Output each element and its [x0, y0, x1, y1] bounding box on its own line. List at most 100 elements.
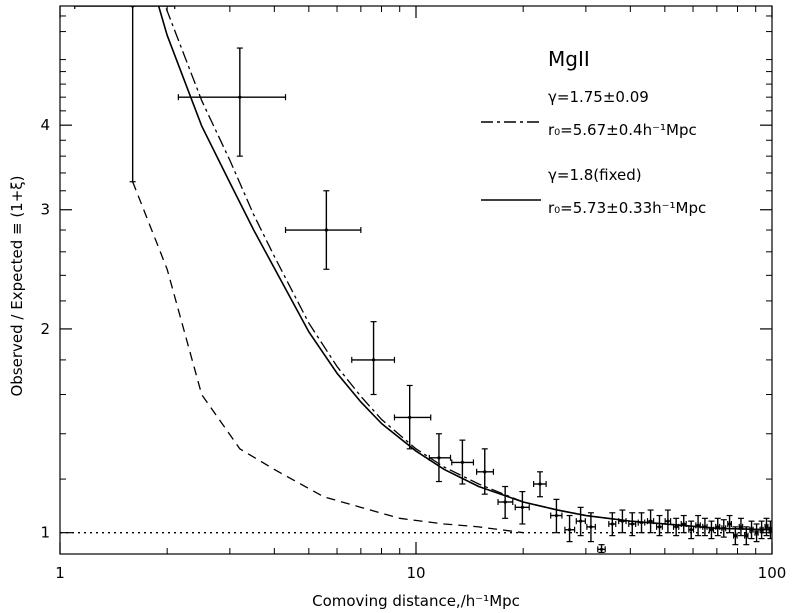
- plot-frame: [59, 5, 773, 555]
- data-point: [720, 519, 727, 538]
- point-marker: [371, 358, 376, 362]
- legend-title: MgII: [548, 47, 590, 71]
- data-point: [714, 517, 721, 537]
- point-marker: [460, 460, 464, 465]
- data-point: [732, 526, 739, 546]
- data-point: [655, 514, 663, 537]
- data-point: [628, 512, 637, 537]
- point-marker: [567, 528, 572, 532]
- data-point: [688, 520, 695, 540]
- data-point: [748, 520, 755, 540]
- point-marker: [739, 525, 743, 529]
- data-point: [637, 512, 646, 534]
- data-point: [177, 47, 287, 157]
- point-marker: [238, 95, 242, 99]
- point-marker: [764, 525, 769, 529]
- data-point: [664, 509, 672, 534]
- data-point: [497, 485, 514, 519]
- point-marker: [610, 522, 614, 526]
- y-tick-label: 2: [40, 320, 50, 338]
- point-marker: [696, 523, 700, 528]
- data-point: [701, 517, 708, 537]
- data-point: [564, 514, 576, 543]
- x-tick-label: 10: [406, 564, 425, 582]
- point-marker: [639, 520, 644, 525]
- data-point: [451, 439, 475, 485]
- x-axis-title: Comoving distance,/h⁻¹Mpc: [312, 592, 520, 610]
- data-point: [284, 190, 362, 270]
- point-marker: [589, 525, 593, 529]
- data-point: [74, 6, 176, 183]
- data-point: [743, 526, 750, 546]
- point-marker: [599, 547, 604, 551]
- point-marker: [709, 528, 714, 532]
- axis-ticks: 1 10 100 1 2 3 4: [40, 6, 786, 582]
- point-marker: [682, 522, 686, 526]
- data-point: [753, 523, 760, 543]
- data-point: [533, 471, 547, 498]
- point-marker: [703, 525, 707, 529]
- data-point: [646, 509, 655, 534]
- point-marker: [733, 534, 737, 538]
- point-marker: [744, 534, 748, 538]
- data-point: [597, 544, 606, 554]
- point-marker: [768, 528, 772, 532]
- data-point: [550, 498, 563, 534]
- x-tick-label: 1: [55, 564, 65, 582]
- series-dash-dot-line: [164, 6, 772, 531]
- series-dashed-line: [132, 181, 524, 534]
- data-points: [74, 6, 772, 554]
- data-point: [608, 512, 617, 537]
- data-point: [737, 517, 744, 537]
- point-marker: [579, 519, 583, 523]
- point-marker: [716, 525, 720, 529]
- point-marker: [554, 513, 559, 518]
- model-curves: [60, 6, 772, 534]
- legend: MgII γ=1.75±0.09 r₀=5.67±0.4h⁻¹Mpc γ=1.8…: [481, 47, 706, 217]
- point-marker: [754, 531, 759, 535]
- legend-entry-1-line2: r₀=5.67±0.4h⁻¹Mpc: [548, 121, 697, 139]
- series-solid-line: [157, 6, 772, 531]
- data-point: [763, 517, 770, 537]
- point-marker: [674, 525, 678, 529]
- data-point: [758, 520, 765, 540]
- legend-entry-1-line1: γ=1.75±0.09: [548, 88, 649, 106]
- data-point: [575, 506, 586, 537]
- y-axis-title: Observed / Expected ≡ (1+ξ): [8, 175, 26, 396]
- point-marker: [483, 470, 487, 474]
- data-point: [695, 514, 702, 537]
- y-tick-label: 4: [40, 116, 50, 134]
- data-point: [618, 509, 627, 534]
- data-point: [586, 512, 596, 543]
- legend-entry-2-line2: r₀=5.73±0.33h⁻¹Mpc: [548, 199, 706, 217]
- point-marker: [620, 519, 625, 523]
- point-marker: [408, 415, 412, 420]
- point-marker: [749, 528, 754, 532]
- legend-entry-2-line1: γ=1.8(fixed): [548, 166, 642, 184]
- point-marker: [503, 500, 507, 504]
- data-point: [514, 490, 530, 525]
- data-point: [476, 448, 495, 495]
- point-marker: [760, 528, 764, 532]
- data-point: [351, 321, 396, 396]
- point-marker: [722, 526, 726, 530]
- point-marker: [666, 519, 670, 523]
- data-point: [708, 520, 715, 540]
- y-tick-label: 3: [40, 201, 50, 219]
- data-point: [428, 433, 452, 483]
- y-tick-label: 1: [40, 524, 50, 542]
- data-point: [672, 517, 680, 537]
- data-point: [726, 514, 733, 534]
- point-marker: [324, 228, 328, 232]
- data-point: [393, 384, 432, 450]
- point-marker: [538, 482, 542, 486]
- point-marker: [657, 525, 662, 529]
- point-marker: [630, 522, 634, 526]
- point-marker: [648, 519, 653, 523]
- point-marker: [437, 456, 441, 460]
- x-tick-label: 100: [758, 564, 787, 582]
- data-point: [680, 514, 687, 534]
- point-marker: [727, 522, 732, 526]
- point-marker: [520, 505, 524, 509]
